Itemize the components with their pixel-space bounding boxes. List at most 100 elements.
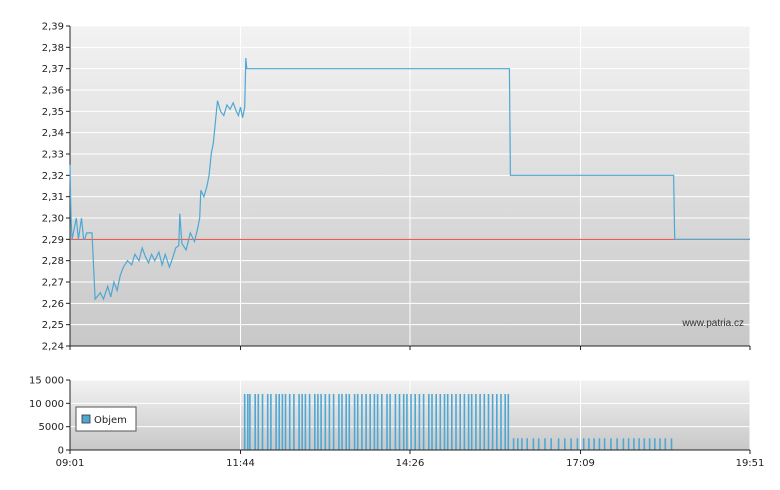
price-y-tick-label: 2,33 — [42, 150, 64, 161]
volume-bar — [298, 394, 300, 450]
volume-bar — [643, 438, 646, 450]
volume-bar — [483, 394, 486, 450]
volume-bar — [270, 394, 272, 450]
volume-bar — [648, 438, 651, 450]
volume-bar — [317, 394, 319, 450]
price-y-tick-label: 2,24 — [42, 342, 64, 353]
price-x-axis-ticks — [69, 346, 751, 350]
volume-bar — [500, 394, 502, 450]
volume-bar — [512, 438, 515, 450]
volume-bar — [446, 394, 449, 450]
volume-bar — [414, 394, 416, 450]
volume-bar — [544, 438, 546, 450]
volume-bar — [301, 394, 303, 450]
volume-bar — [324, 394, 327, 450]
price-y-tick-label: 2,27 — [42, 278, 64, 289]
volume-bar — [455, 394, 457, 450]
volume-bar — [345, 394, 347, 450]
volume-bar — [275, 394, 277, 450]
time-x-tick-label: 14:26 — [396, 458, 425, 469]
volume-bar — [293, 394, 295, 450]
price-y-tick-label: 2,38 — [42, 43, 64, 54]
volume-bar — [659, 438, 661, 450]
price-y-tick-label: 2,32 — [42, 171, 64, 182]
price-y-tick-label: 2,39 — [42, 22, 64, 33]
time-x-tick-label: 17:09 — [566, 458, 595, 469]
price-y-tick-label: 2,36 — [42, 86, 64, 97]
volume-bar — [381, 394, 383, 450]
volume-bar — [341, 394, 343, 450]
volume-bar — [328, 394, 331, 450]
watermark-text: www.patria.cz — [681, 318, 744, 329]
volume-bar — [398, 394, 401, 450]
volume-bar — [373, 394, 376, 450]
volume-bar — [654, 438, 656, 450]
volume-bar — [418, 394, 421, 450]
price-series-line — [69, 57, 750, 301]
volume-bar — [361, 394, 363, 450]
legend-label-objem: Objem — [94, 415, 127, 426]
volume-bar — [266, 394, 269, 450]
volume-legend: Objem — [75, 406, 137, 432]
volume-bar — [247, 394, 249, 450]
volume-bar — [431, 394, 433, 450]
volume-bar — [491, 394, 494, 450]
volume-bar — [479, 394, 481, 450]
volume-bar — [243, 394, 246, 450]
volume-bar — [670, 438, 673, 450]
volume-bar — [564, 438, 566, 450]
price-y-tick-label: 2,26 — [42, 299, 64, 310]
price-y-tick-label: 2,37 — [42, 64, 64, 75]
volume-bar — [320, 394, 322, 450]
volume-bar — [570, 438, 572, 450]
volume-bar — [475, 394, 477, 450]
volume-y-tick-label: 10 000 — [29, 399, 64, 410]
price-gridlines — [69, 25, 751, 347]
volume-bar — [622, 438, 625, 450]
volume-bar — [254, 394, 256, 450]
volume-bar — [443, 394, 446, 450]
volume-bar — [467, 394, 470, 450]
price-y-tick-label: 2,35 — [42, 107, 64, 118]
volume-bar — [638, 438, 640, 450]
volume-bar — [332, 394, 335, 450]
volume-bar — [278, 394, 280, 450]
volume-bar — [526, 438, 528, 450]
time-x-tick-label: 11:44 — [226, 458, 255, 469]
volume-bar — [389, 394, 391, 450]
volume-bar — [386, 394, 388, 450]
legend-swatch-objem — [81, 414, 91, 424]
volume-bar — [470, 394, 473, 450]
volume-bar — [550, 438, 552, 450]
volume-bar — [496, 394, 498, 450]
volume-bar — [517, 438, 519, 450]
volume-bar — [439, 394, 442, 450]
volume-bar — [406, 394, 408, 450]
volume-bar — [451, 394, 453, 450]
volume-bar — [369, 394, 371, 450]
volume-bar — [422, 394, 425, 450]
volume-bar — [593, 438, 595, 450]
volume-bar — [402, 394, 405, 450]
volume-bar — [353, 394, 356, 450]
price-y-tick-label: 2,25 — [42, 320, 64, 331]
volume-bar — [365, 394, 367, 450]
volume-y-tick-label: 5000 — [39, 422, 64, 433]
volume-bar — [394, 394, 397, 450]
volume-bar — [504, 394, 506, 450]
volume-bar — [261, 394, 264, 450]
volume-bar — [376, 394, 379, 450]
price-y-axis: 2,24 2,25 2,26 2,27 2,28 2,29 2,30 2,31 2,32 2,33… — [42, 22, 70, 353]
time-x-tick-label: 09:01 — [56, 458, 85, 469]
volume-y-tick-label: 0 — [58, 446, 64, 457]
volume-bar — [356, 394, 359, 450]
volume-bar — [428, 394, 430, 450]
volume-bar — [487, 394, 490, 450]
price-chart-panel: 2,24 2,25 2,26 2,27 2,28 2,29 2,30 2,31 2,32 2,33… — [42, 22, 751, 353]
volume-bar — [314, 394, 316, 450]
volume-bar — [610, 438, 612, 450]
price-y-tick-label: 2,29 — [42, 235, 64, 246]
volume-bar — [463, 394, 466, 450]
volume-bar — [288, 394, 291, 450]
